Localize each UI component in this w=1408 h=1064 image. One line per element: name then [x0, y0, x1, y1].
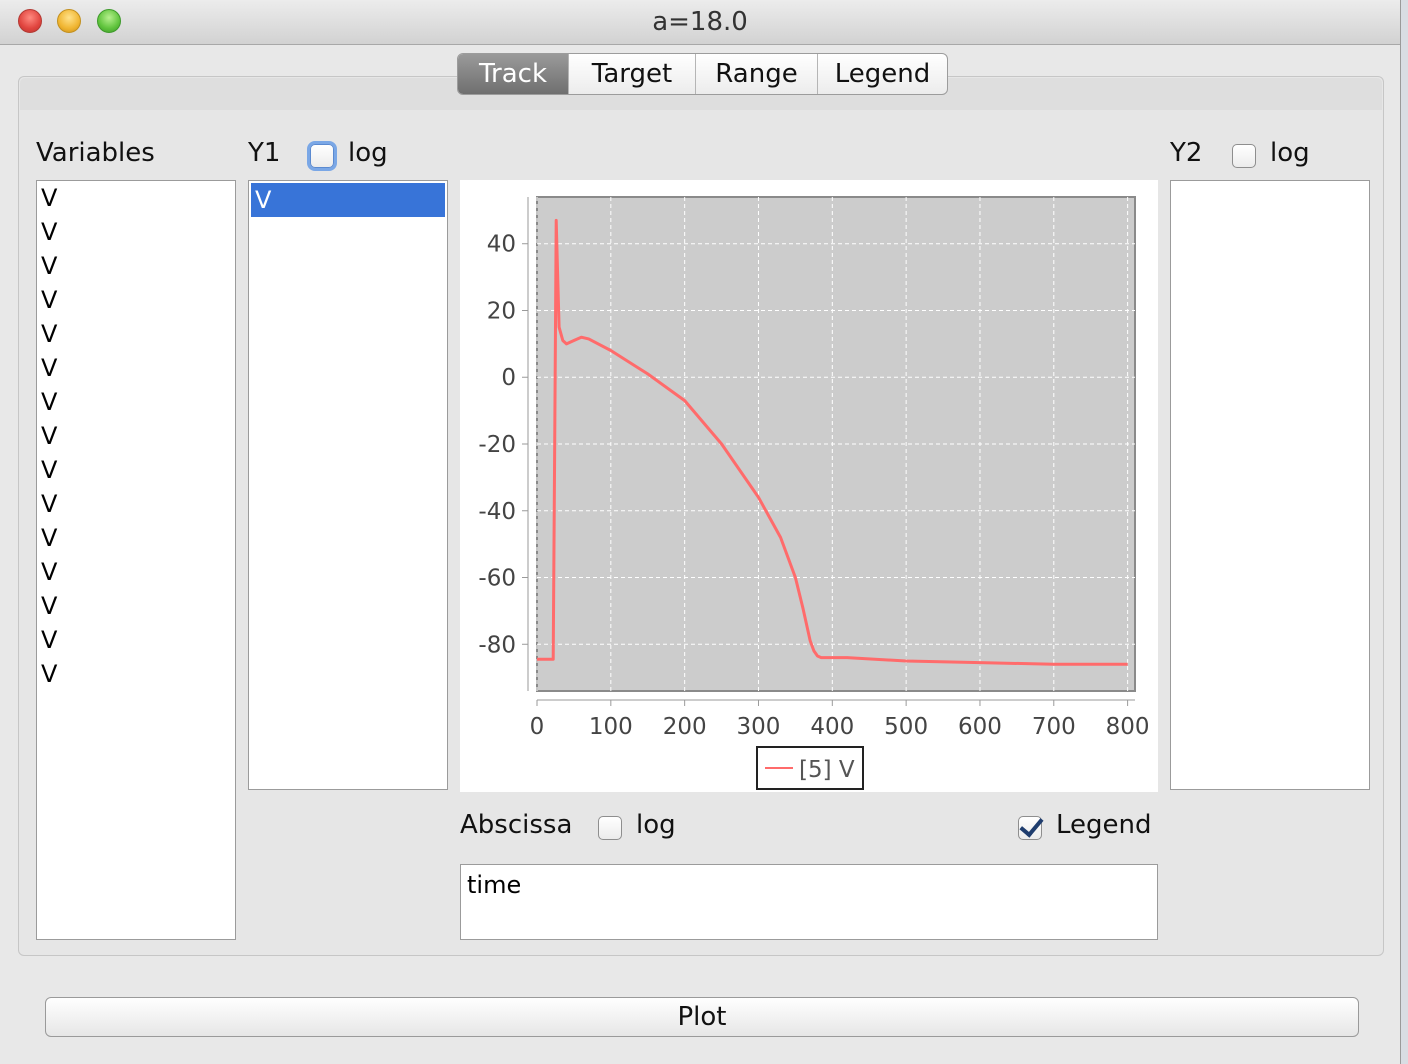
- tab-bar: Track Target Range Legend: [457, 53, 948, 95]
- series-line: [537, 218, 1128, 666]
- abscissa-label: Abscissa: [460, 810, 573, 840]
- zoom-window-button[interactable]: [97, 9, 121, 33]
- variable-list-item[interactable]: V: [41, 660, 58, 688]
- plot-area[interactable]: 0 100 200 300 400 500 600 700 800 40 20 0 -20 -40 -60-…: [460, 180, 1158, 792]
- background-window-edge: [1401, 0, 1408, 1064]
- abscissa-variable-field[interactable]: time: [460, 864, 1158, 940]
- tab-legend[interactable]: Legend: [817, 54, 947, 94]
- variable-list-item[interactable]: V: [41, 626, 58, 654]
- legend-entry: [5] V: [799, 757, 855, 783]
- x-tick-label: 0: [530, 714, 545, 740]
- variable-list-item[interactable]: V: [41, 422, 58, 450]
- y-tick-label: 0: [501, 365, 516, 391]
- x-tick-label: 800: [1106, 714, 1150, 740]
- variables-label: Variables: [36, 138, 155, 168]
- y1-list[interactable]: V: [248, 180, 448, 790]
- variable-list-item[interactable]: V: [41, 320, 58, 348]
- y-tick-label: 20: [487, 298, 516, 324]
- variable-list-item[interactable]: V: [41, 592, 58, 620]
- variable-list-item[interactable]: V: [41, 490, 58, 518]
- line-chart: 0 100 200 300 400 500 600 700 80040200-20-40-60-…: [478, 196, 1150, 790]
- abscissa-log-checkbox[interactable]: [598, 816, 622, 840]
- variable-list-item[interactable]: V: [41, 252, 58, 280]
- minimize-window-button[interactable]: [57, 9, 81, 33]
- x-tick-label: 500: [884, 714, 928, 740]
- legend-checkbox-label: Legend: [1056, 810, 1152, 840]
- legend-checkbox[interactable]: [1018, 816, 1042, 840]
- window-title: a=18.0: [652, 7, 748, 37]
- variable-list-item[interactable]: V: [41, 184, 58, 212]
- y1-label: Y1: [248, 138, 281, 168]
- variable-list-item[interactable]: V: [41, 558, 58, 586]
- x-tick-label: 100: [589, 714, 633, 740]
- tab-track[interactable]: Track: [458, 54, 568, 94]
- x-tick-label: 300: [737, 714, 781, 740]
- y-tick-label: -60: [478, 566, 516, 592]
- variable-list-item[interactable]: V: [41, 218, 58, 246]
- y2-list[interactable]: [1170, 180, 1370, 790]
- variable-list-item[interactable]: V: [41, 388, 58, 416]
- y-tick-label: -80: [478, 632, 516, 658]
- abscissa-log-label: log: [636, 810, 676, 840]
- plot-button[interactable]: Plot: [45, 997, 1359, 1037]
- x-tick-label: 400: [810, 714, 854, 740]
- plot-background: [536, 196, 1136, 692]
- y2-log-checkbox[interactable]: [1232, 144, 1256, 168]
- y-tick-label: -40: [478, 499, 516, 525]
- y-tick-label: 40: [487, 232, 516, 258]
- tab-range[interactable]: Range: [695, 54, 817, 94]
- y2-log-label: log: [1270, 138, 1310, 168]
- title-bar: a=18.0: [0, 0, 1400, 45]
- x-tick-label: 200: [663, 714, 707, 740]
- y1-list-item[interactable]: V: [251, 183, 445, 217]
- x-tick-label: 700: [1032, 714, 1076, 740]
- y-tick-label: -20: [478, 432, 516, 458]
- x-tick-label: 600: [958, 714, 1002, 740]
- close-window-button[interactable]: [18, 9, 42, 33]
- y2-label: Y2: [1170, 138, 1203, 168]
- tab-target[interactable]: Target: [568, 54, 695, 94]
- y1-log-checkbox[interactable]: [310, 144, 334, 168]
- variable-list-item[interactable]: V: [41, 354, 58, 382]
- variable-list-item[interactable]: V: [41, 524, 58, 552]
- variable-list-item[interactable]: V: [41, 456, 58, 484]
- abscissa-variable-value: time: [467, 871, 522, 899]
- y1-log-label: log: [348, 138, 388, 168]
- variable-list-item[interactable]: V: [41, 286, 58, 314]
